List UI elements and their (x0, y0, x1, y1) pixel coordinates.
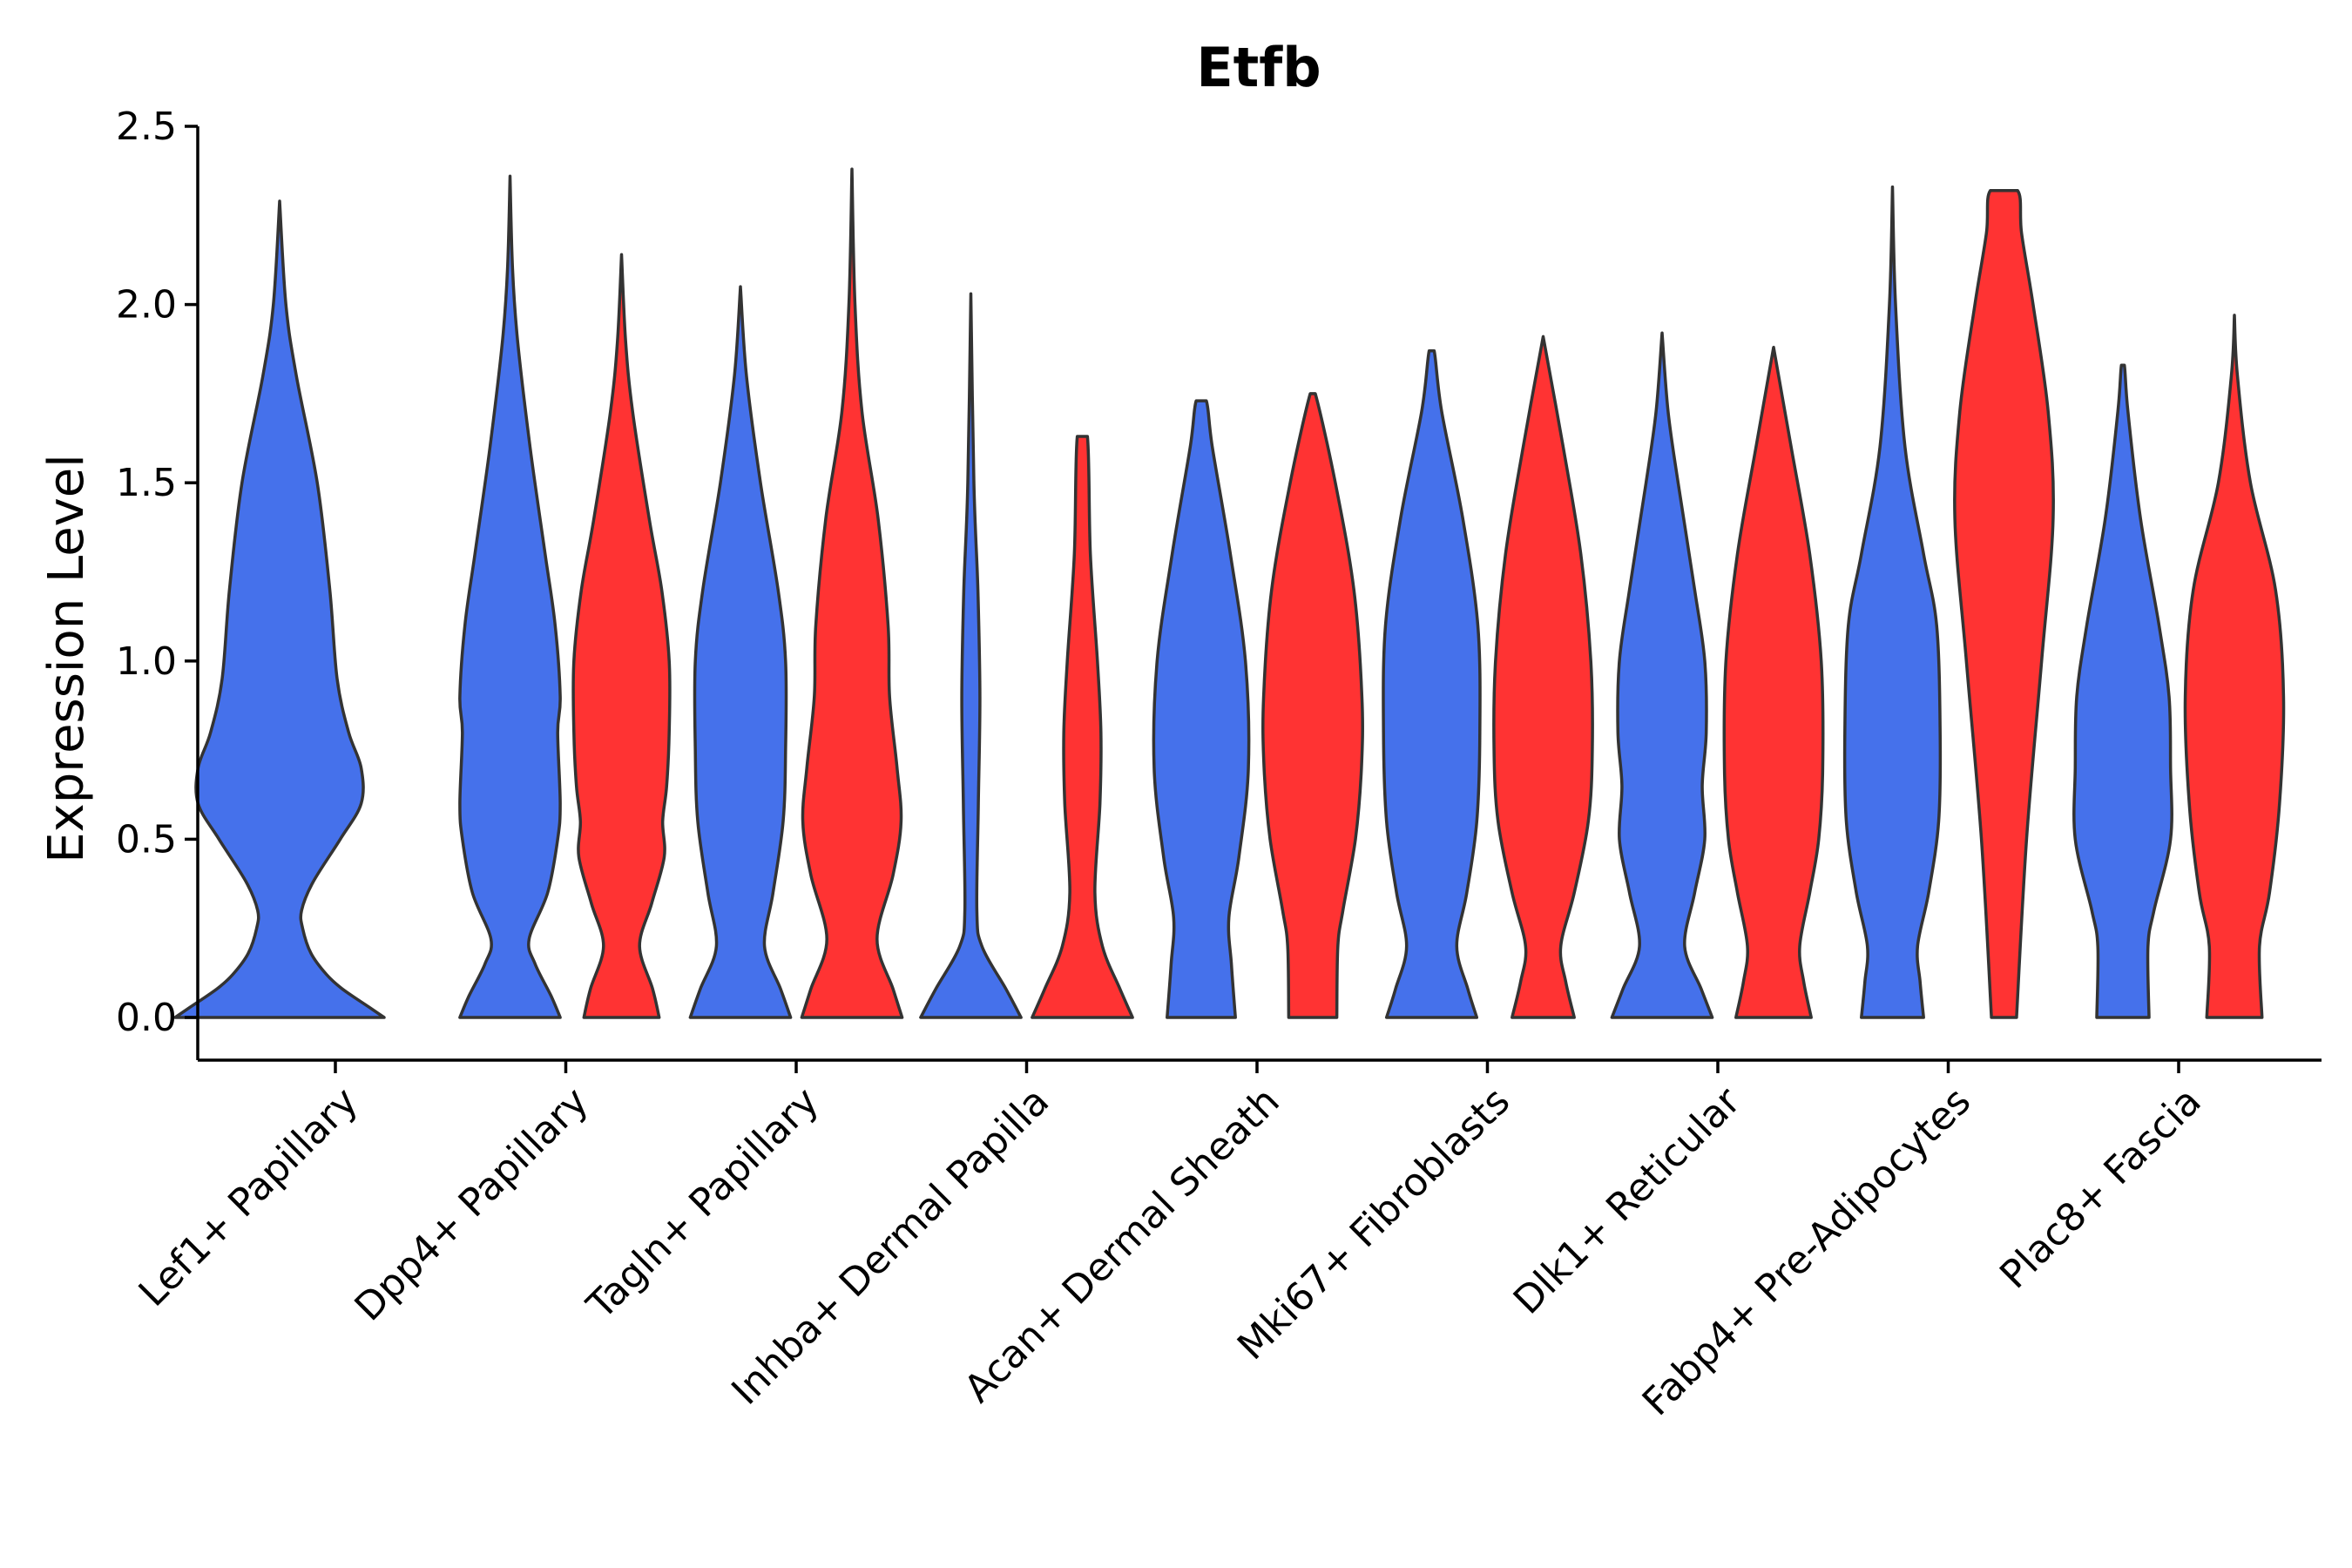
violin-0-group-1 (173, 199, 386, 1019)
violin-8-group-1 (2072, 363, 2173, 1019)
violin-4-group-1 (1152, 399, 1251, 1019)
chart-title: Etfb (1196, 36, 1321, 99)
x-tick-label: Plac8+ Fascia (1991, 1079, 2210, 1298)
violin-8-group-2 (2183, 314, 2286, 1019)
violin-3-group-2 (1031, 435, 1134, 1019)
x-tick-label: Dpp4+ Papillary (347, 1079, 598, 1330)
violin-2-group-1 (688, 285, 793, 1019)
violin-1-group-2 (571, 253, 672, 1019)
violin-6-group-2 (1722, 345, 1825, 1019)
violin-3-group-1 (919, 292, 1023, 1019)
x-tick-label: Lef1+ Papillary (131, 1079, 367, 1315)
violin-7-group-1 (1842, 185, 1943, 1019)
y-axis-label: Expression Level (38, 454, 95, 863)
y-tick-label: 2.5 (116, 105, 177, 149)
y-tick-label: 1.5 (116, 461, 177, 505)
violin-2-group-2 (800, 167, 904, 1019)
violin-6-group-1 (1610, 331, 1714, 1019)
x-tick-label: Dlk1+ Reticular (1505, 1078, 1750, 1323)
violin-layer (173, 167, 2286, 1019)
violin-5-group-1 (1382, 349, 1482, 1019)
violin-4-group-2 (1261, 392, 1364, 1019)
y-tick-label: 1.0 (116, 639, 177, 684)
x-tick-label: Tagln+ Papillary (578, 1079, 828, 1328)
violin-1-group-1 (458, 174, 562, 1019)
violin-7-group-2 (1953, 188, 2055, 1019)
violin-5-group-2 (1492, 335, 1594, 1019)
y-tick-label: 2.0 (116, 283, 177, 328)
y-tick-label: 0.5 (116, 817, 177, 862)
y-tick-label: 0.0 (116, 996, 177, 1040)
